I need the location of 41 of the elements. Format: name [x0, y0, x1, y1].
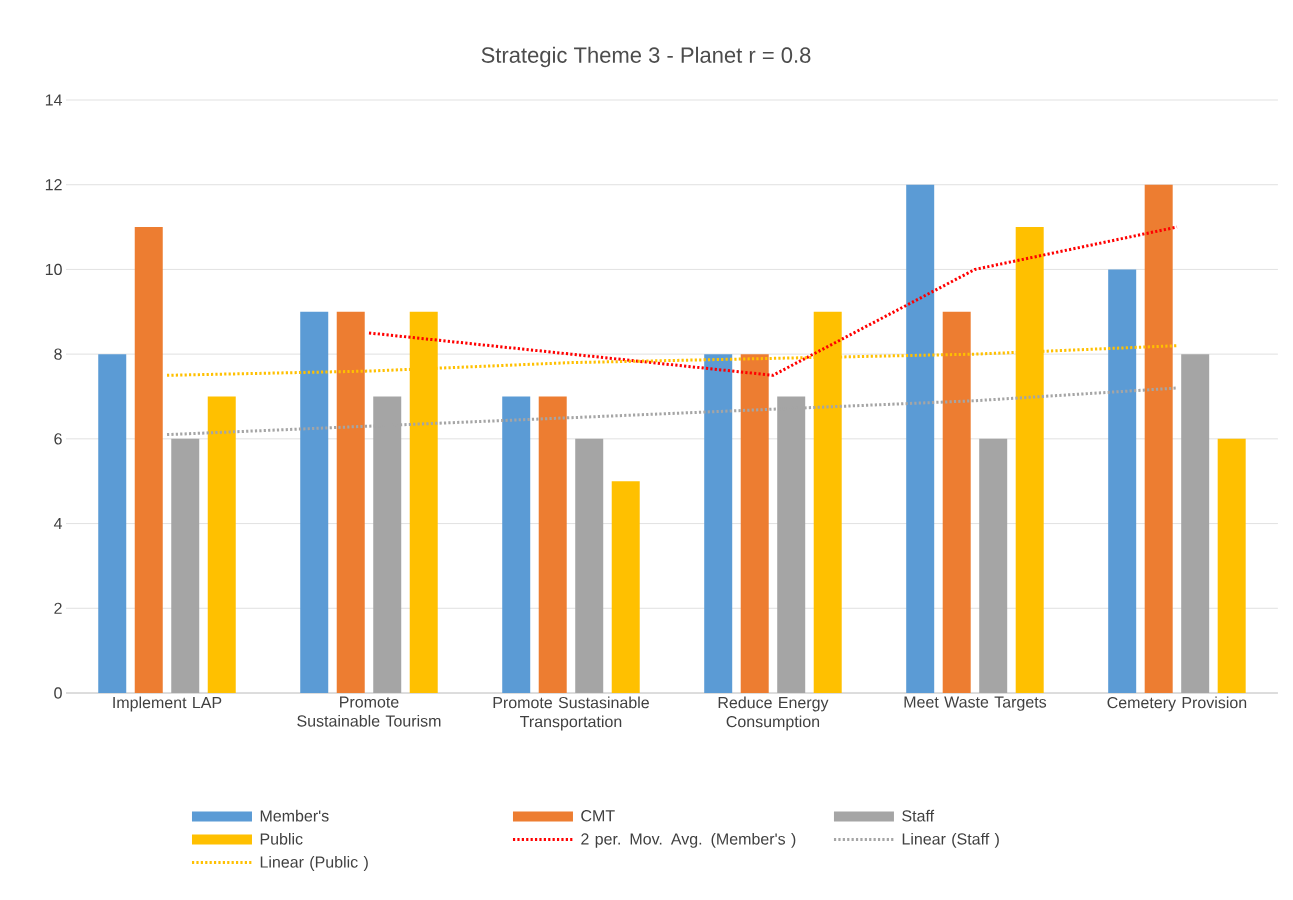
- bar: [98, 354, 127, 693]
- legend-label: Linear (Staff ): [902, 832, 999, 848]
- y-tick-label: 6: [54, 433, 62, 445]
- bar: [1217, 438, 1246, 693]
- bar: [740, 354, 769, 693]
- y-tick-label: 0: [54, 687, 62, 699]
- legend-label: Staff: [902, 809, 935, 822]
- bar: [538, 396, 567, 693]
- x-tick-label: Meet Waste Targets: [904, 696, 1047, 711]
- x-tick-label: Implement LAP: [113, 696, 222, 712]
- bar: [1144, 184, 1173, 693]
- y-tick-label: 8: [54, 348, 62, 360]
- y-tick-label: 10: [45, 263, 62, 276]
- bar: [942, 311, 971, 693]
- bar: [502, 396, 531, 693]
- bar: [336, 311, 365, 693]
- legend-label: 2 per. Mov. Avg. (Member's ): [581, 832, 796, 848]
- y-tick-label: 4: [53, 518, 63, 530]
- bar: [575, 438, 604, 693]
- y-tick-label: 2: [54, 602, 62, 614]
- x-tick-label: Promote Sustainable Tourism: [297, 696, 441, 727]
- bar: [171, 438, 200, 693]
- bar: [979, 438, 1008, 693]
- chart-title: Strategic Theme 3 - Planet r = 0.8: [481, 46, 811, 68]
- bar: [704, 354, 733, 693]
- legend-label: CMT: [581, 810, 615, 822]
- bar: [611, 481, 640, 693]
- bar: [906, 184, 935, 693]
- x-tick-label: Promote Sustasinable Transportation: [493, 696, 649, 731]
- bar: [1181, 354, 1210, 693]
- bar: [207, 396, 236, 693]
- legend-label: Member's: [260, 809, 329, 822]
- x-tick-label: Reduce Energy Consumption: [718, 696, 829, 731]
- y-tick-label: 12: [45, 179, 62, 191]
- bar: [134, 227, 163, 693]
- legend-label: Linear (Public ): [260, 856, 368, 871]
- x-tick-label: Cemetery Provision: [1107, 696, 1247, 712]
- bar: [300, 311, 329, 693]
- bar: [1108, 269, 1137, 693]
- y-tick-label: 14: [45, 94, 63, 106]
- legend-label: Public: [260, 832, 303, 845]
